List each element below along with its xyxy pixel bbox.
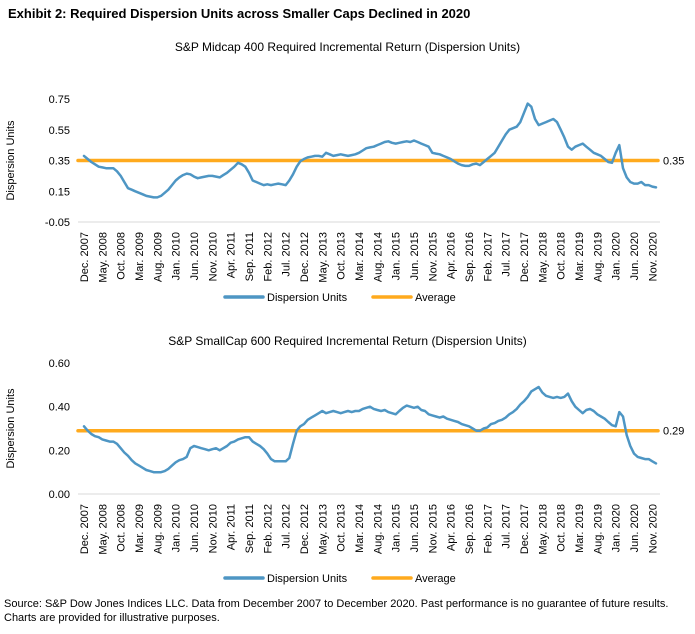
x-tick-label: Mar. 2014 xyxy=(354,232,366,281)
x-tick-label: Dec. 2017 xyxy=(519,232,531,282)
x-tick-label: Jun. 2020 xyxy=(629,232,641,280)
x-tick-label: Apr. 2011 xyxy=(226,232,238,278)
x-tick-label: Dec. 2017 xyxy=(519,504,531,554)
x-tick-label: Apr. 2011 xyxy=(226,504,238,550)
x-tick-label: Feb. 2012 xyxy=(262,232,274,282)
y-tick-label: 0.40 xyxy=(49,402,70,414)
smallcap-chart: Dispersion Units 0.00 0.20 0.40 0.60 Dec. 200… xyxy=(5,358,684,585)
legend-average-label: Average xyxy=(415,292,456,304)
x-tick-label: Oct. 2018 xyxy=(556,232,568,280)
x-tick-label: Sep. 2016 xyxy=(464,232,476,282)
x-tick-label: May. 2013 xyxy=(317,504,329,555)
dispersion-units-line xyxy=(82,385,658,474)
legend-average-label: Average xyxy=(415,573,456,585)
x-tick-label: Apr. 2016 xyxy=(446,504,458,551)
x-tick-label: Jun. 2015 xyxy=(409,504,421,552)
x-tick-label: Jan. 2020 xyxy=(611,504,623,552)
x-tick-label: Feb. 2017 xyxy=(482,504,494,554)
x-tick-label: Jan. 2010 xyxy=(171,232,183,280)
y-tick-label: 0.15 xyxy=(49,186,70,198)
x-tick-label: Mar. 2019 xyxy=(574,232,586,281)
x-tick-label: Jan. 2010 xyxy=(171,504,183,552)
average-value-label: 0.35 xyxy=(663,156,684,168)
x-tick-label: Aug. 2014 xyxy=(372,232,384,282)
average-value-label: 0.29 xyxy=(663,426,684,438)
legend-series-label: Dispersion Units xyxy=(267,573,348,585)
midcap-chart-title: S&P Midcap 400 Required Incremental Retu… xyxy=(174,40,521,54)
x-tick-label: Nov. 2015 xyxy=(427,504,439,553)
x-tick-label: Dec. 2012 xyxy=(299,232,311,282)
legend-series-label: Dispersion Units xyxy=(267,292,348,304)
x-tick-label: May. 2018 xyxy=(537,232,549,283)
x-tick-label: Mar. 2014 xyxy=(354,504,366,553)
x-tick-label: Jun. 2020 xyxy=(629,504,641,552)
x-tick-label: Aug. 2019 xyxy=(592,232,604,282)
x-tick-label: Jun. 2015 xyxy=(409,232,421,280)
y-tick-label: 0.20 xyxy=(49,445,70,457)
x-tick-label: Oct. 2008 xyxy=(116,232,128,280)
x-tick-label: Dec. 2007 xyxy=(79,504,91,554)
x-tick-label: Jan. 2015 xyxy=(391,504,403,552)
exhibit-title: Exhibit 2: Required Dispersion Units acr… xyxy=(8,6,471,21)
x-tick-label: Sep. 2011 xyxy=(244,504,256,553)
midcap-chart: Dispersion Units -0.05 0.15 0.35 0.55 0.75 Dec… xyxy=(5,94,684,304)
y-tick-label: 0.75 xyxy=(49,94,70,106)
x-tick-label: Jul. 2017 xyxy=(501,504,513,549)
x-tick-label: Jan. 2015 xyxy=(391,232,403,280)
x-tick-label: Aug. 2019 xyxy=(592,504,604,554)
x-tick-label: Jan. 2020 xyxy=(611,232,623,280)
y-tick-label: 0.35 xyxy=(49,156,70,168)
x-tick-label: Feb. 2012 xyxy=(262,504,274,554)
x-tick-label: Mar. 2019 xyxy=(574,504,586,553)
dispersion-units-line xyxy=(82,102,658,199)
x-tick-label: Dec. 2012 xyxy=(299,504,311,554)
x-tick-label: May. 2008 xyxy=(97,232,109,283)
y-tick-label: -0.05 xyxy=(45,217,70,229)
x-tick-label: Apr. 2016 xyxy=(446,232,458,279)
y-axis-label: Dispersion Units xyxy=(5,388,17,469)
x-tick-label: May. 2008 xyxy=(97,504,109,555)
x-tick-label: Oct. 2008 xyxy=(116,504,128,552)
x-tick-label: Mar. 2009 xyxy=(134,232,146,281)
x-tick-label: Jul. 2017 xyxy=(501,232,513,277)
x-tick-label: Jun. 2010 xyxy=(189,504,201,552)
x-tick-label: Feb. 2017 xyxy=(482,232,494,282)
x-tick-label: Sep. 2016 xyxy=(464,504,476,554)
x-tick-label: Nov. 2020 xyxy=(647,504,659,553)
x-tick-label: Nov. 2015 xyxy=(427,232,439,281)
y-tick-label: 0.60 xyxy=(49,358,70,370)
source-note: Source: S&P Dow Jones Indices LLC. Data … xyxy=(4,598,669,625)
y-tick-label: 0.00 xyxy=(49,489,70,501)
smallcap-chart-title: S&P SmallCap 600 Required Incremental Re… xyxy=(168,334,527,348)
x-tick-label: Oct. 2013 xyxy=(336,232,348,280)
x-tick-label: Oct. 2013 xyxy=(336,504,348,552)
x-tick-label: Nov. 2010 xyxy=(207,504,219,553)
y-axis-label: Dispersion Units xyxy=(5,120,17,201)
x-tick-label: Dec. 2007 xyxy=(79,232,91,282)
x-tick-label: Jul. 2012 xyxy=(281,232,293,277)
x-tick-label: Aug. 2009 xyxy=(152,232,164,282)
x-tick-label: Nov. 2010 xyxy=(207,232,219,281)
x-tick-label: Sep. 2011 xyxy=(244,232,256,281)
x-tick-label: Jul. 2012 xyxy=(281,504,293,549)
x-tick-label: Aug. 2009 xyxy=(152,504,164,554)
x-tick-label: Oct. 2018 xyxy=(556,504,568,552)
x-tick-label: Jun. 2010 xyxy=(189,232,201,280)
x-tick-label: May. 2013 xyxy=(317,232,329,283)
x-tick-label: Mar. 2009 xyxy=(134,504,146,553)
x-tick-label: May. 2018 xyxy=(537,504,549,555)
x-tick-label: Nov. 2020 xyxy=(647,232,659,281)
y-tick-label: 0.55 xyxy=(49,125,70,137)
x-tick-label: Aug. 2014 xyxy=(372,504,384,554)
